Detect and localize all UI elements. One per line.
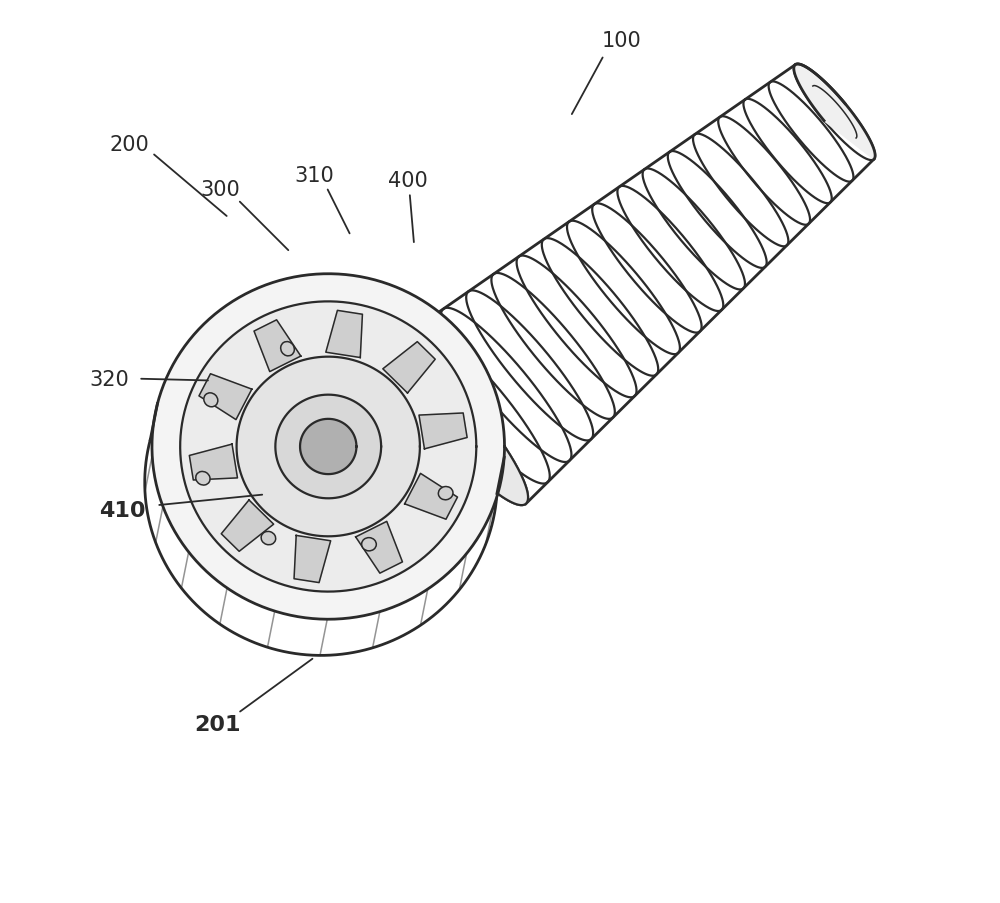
Polygon shape <box>275 396 381 498</box>
Text: 320: 320 <box>90 369 129 389</box>
Polygon shape <box>237 358 420 536</box>
Text: 310: 310 <box>295 166 335 186</box>
Text: 200: 200 <box>109 135 149 154</box>
Polygon shape <box>300 419 356 475</box>
Text: 300: 300 <box>200 180 240 200</box>
Polygon shape <box>419 414 467 450</box>
Polygon shape <box>189 444 237 480</box>
Polygon shape <box>356 522 402 573</box>
Polygon shape <box>180 302 476 592</box>
Polygon shape <box>383 342 435 394</box>
Ellipse shape <box>261 532 276 545</box>
Polygon shape <box>405 474 457 519</box>
Polygon shape <box>294 535 331 583</box>
Text: 201: 201 <box>195 714 241 734</box>
Ellipse shape <box>438 487 453 500</box>
Ellipse shape <box>281 342 294 357</box>
Ellipse shape <box>204 394 218 407</box>
Polygon shape <box>199 375 252 420</box>
Ellipse shape <box>362 538 376 551</box>
Polygon shape <box>254 321 301 372</box>
Text: 410: 410 <box>99 500 145 520</box>
Polygon shape <box>326 311 362 358</box>
Text: 400: 400 <box>388 171 428 191</box>
Polygon shape <box>794 65 875 160</box>
Text: 100: 100 <box>602 31 642 51</box>
Polygon shape <box>391 343 528 506</box>
Polygon shape <box>152 275 505 619</box>
Polygon shape <box>221 500 274 552</box>
Ellipse shape <box>196 472 210 486</box>
